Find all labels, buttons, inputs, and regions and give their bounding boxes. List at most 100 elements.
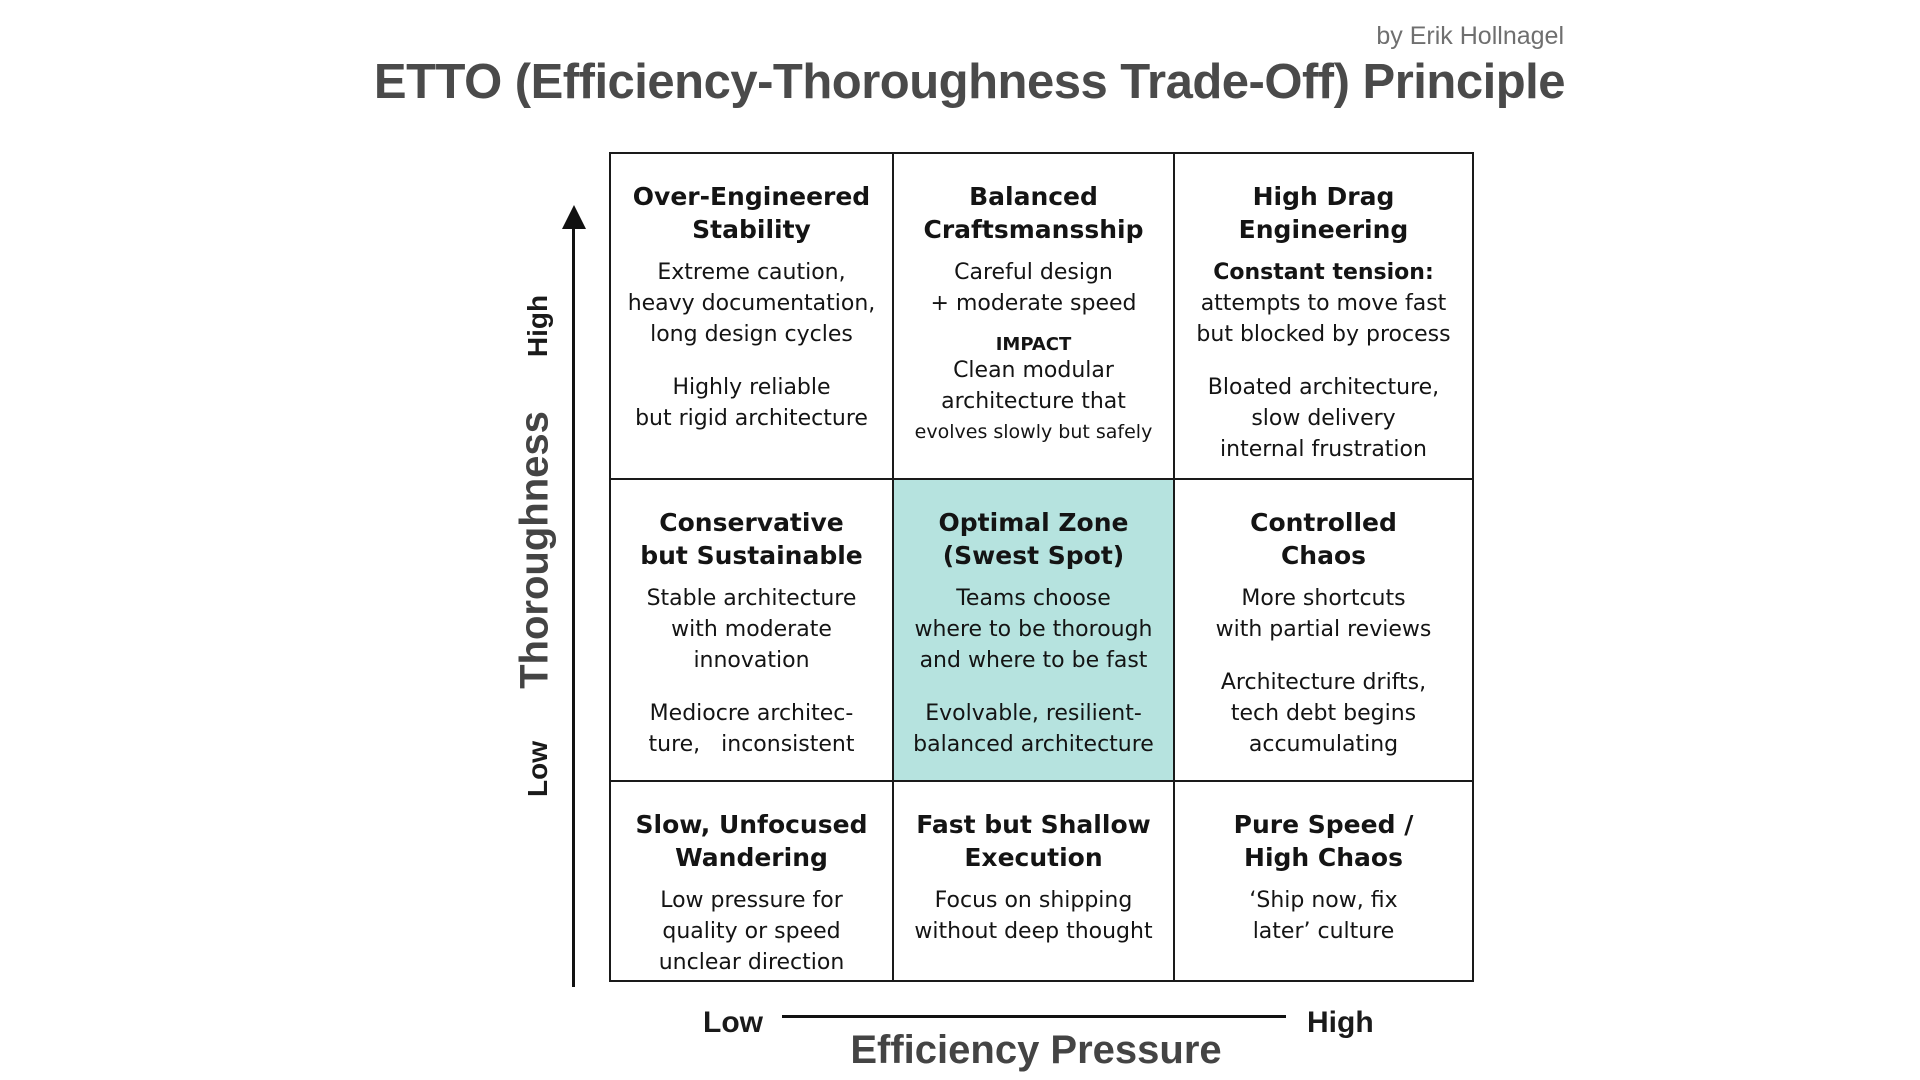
cell-title: Conservative but Sustainable <box>619 506 884 572</box>
y-axis-title: Thoroughness <box>512 411 557 689</box>
title-line: Conservative <box>659 508 844 537</box>
title-line: Optimal Zone <box>938 508 1129 537</box>
cell-title: Slow, Unfocused Wandering <box>619 808 884 874</box>
title-line: Stability <box>692 215 811 244</box>
cell-outcome: Evolvable, resilient- balanced architect… <box>902 698 1165 760</box>
cell-description: Careful design + moderate speed <box>902 257 1165 319</box>
outcome-line: Evolvable, resilient- <box>925 701 1142 726</box>
outcome-line: Highly reliable <box>672 375 831 400</box>
desc-line: later’ culture <box>1252 919 1395 944</box>
outcome-line: but rigid architecture <box>635 406 868 431</box>
cell-high-drag-engineering: High Drag Engineering Constant tension: … <box>1175 154 1472 480</box>
cell-outcome: Bloated architecture, slow delivery inte… <box>1183 372 1464 465</box>
outcome-line: Bloated architecture, <box>1207 375 1440 400</box>
impact-label: IMPACT <box>995 334 1072 355</box>
title-line: Craftsmansship <box>923 215 1144 244</box>
cell-fast-shallow-execution: Fast but Shallow Execution Focus on ship… <box>894 782 1175 980</box>
title-line: Wandering <box>675 843 828 872</box>
outcome-line: Mediocre architec- <box>649 701 854 726</box>
desc-line: unclear direction <box>658 950 845 975</box>
cell-title: High Drag Engineering <box>1183 180 1464 246</box>
cell-over-engineered-stability: Over-Engineered Stability Extreme cautio… <box>611 154 894 480</box>
cell-optimal-zone: Optimal Zone (Swest Spot) Teams choose w… <box>894 480 1175 782</box>
desc-line: with partial reviews <box>1215 617 1432 642</box>
desc-line: and where to be fast <box>919 648 1148 673</box>
title-line: High Drag <box>1252 182 1395 211</box>
title-line: Controlled <box>1250 508 1397 537</box>
outcome-line: Clean modular <box>953 358 1114 383</box>
etto-matrix: Over-Engineered Stability Extreme cautio… <box>609 152 1474 982</box>
cell-controlled-chaos: Controlled Chaos More shortcuts with par… <box>1175 480 1472 782</box>
outcome-line: evolves slowly but safely <box>914 421 1153 443</box>
cell-outcome: Mediocre architec- ture, inconsistent <box>619 698 884 760</box>
desc-line: Stable architecture <box>646 586 857 611</box>
title-line: (Swest Spot) <box>942 541 1125 570</box>
cell-description: Teams choose where to be thorough and wh… <box>902 583 1165 676</box>
desc-line: More shortcuts <box>1241 586 1406 611</box>
desc-line: quality or speed <box>662 919 841 944</box>
y-axis-line <box>572 212 575 987</box>
outcome-line: Architecture drifts, <box>1220 670 1427 695</box>
cell-pure-speed-high-chaos: Pure Speed / High Chaos ‘Ship now, fix l… <box>1175 782 1472 980</box>
outcome-line: accumulating <box>1248 732 1399 757</box>
cell-outcome: Highly reliable but rigid architecture <box>619 372 884 434</box>
author-credit: by Erik Hollnagel <box>1376 22 1564 50</box>
cell-description: Low pressure for quality or speed unclea… <box>619 885 884 978</box>
title-line: Execution <box>964 843 1103 872</box>
x-axis-title: Efficiency Pressure <box>850 1028 1222 1072</box>
desc-line: long design cycles <box>650 322 853 347</box>
outcome-line: architecture that <box>941 389 1126 414</box>
y-axis-low-label: Low <box>522 741 553 797</box>
cell-description: Constant tension: attempts to move fast … <box>1183 257 1464 350</box>
outcome-line: balanced architecture <box>913 732 1154 757</box>
x-axis-line <box>782 1015 1286 1018</box>
cell-balanced-craftsmanship: Balanced Craftsmansship Careful design +… <box>894 154 1175 480</box>
title-line: Chaos <box>1280 541 1367 570</box>
y-axis-high-label: High <box>522 294 553 358</box>
desc-line: but blocked by process <box>1196 322 1451 347</box>
cell-title: Optimal Zone (Swest Spot) <box>902 506 1165 572</box>
cell-title: Balanced Craftsmansship <box>902 180 1165 246</box>
title-line: Engineering <box>1238 215 1409 244</box>
desc-line: Extreme caution, <box>657 260 846 285</box>
title-line: Fast but Shallow <box>916 810 1151 839</box>
y-axis-arrow-icon <box>562 205 586 229</box>
desc-line: Teams choose <box>956 586 1111 611</box>
desc-line: heavy documentation, <box>627 291 876 316</box>
outcome-line: tech debt begins <box>1230 701 1417 726</box>
title-line: but Sustainable <box>640 541 863 570</box>
cell-title: Pure Speed / High Chaos <box>1183 808 1464 874</box>
cell-description: Focus on shipping without deep thought <box>902 885 1165 947</box>
desc-lead-line: Constant tension: <box>1213 260 1434 285</box>
outcome-line: internal frustration <box>1220 437 1427 462</box>
cell-description: Stable architecture with moderate innova… <box>619 583 884 676</box>
title-line: Balanced <box>969 182 1098 211</box>
desc-line: Careful design <box>954 260 1113 285</box>
desc-line: with moderate <box>671 617 832 642</box>
title-line: Over-Engineered <box>632 182 871 211</box>
title-line: High Chaos <box>1244 843 1403 872</box>
cell-conservative-sustainable: Conservative but Sustainable Stable arch… <box>611 480 894 782</box>
title-line: Slow, Unfocused <box>635 810 868 839</box>
cell-description: More shortcuts with partial reviews <box>1183 583 1464 645</box>
desc-line: where to be thorough <box>914 617 1153 642</box>
page-title: ETTO (Efficiency-Thoroughness Trade-Off)… <box>373 55 1566 109</box>
cell-title: Controlled Chaos <box>1183 506 1464 572</box>
cell-description: Extreme caution, heavy documentation, lo… <box>619 257 884 350</box>
cell-outcome: Architecture drifts, tech debt begins ac… <box>1183 667 1464 760</box>
desc-line: innovation <box>693 648 810 673</box>
cell-title: Fast but Shallow Execution <box>902 808 1165 874</box>
cell-description: ‘Ship now, fix later’ culture <box>1183 885 1464 947</box>
desc-line: without deep thought <box>914 919 1153 944</box>
x-axis-low-label: Low <box>703 1006 763 1039</box>
outcome-line: ture, inconsistent <box>648 732 855 757</box>
outcome-line: slow delivery <box>1251 406 1396 431</box>
x-axis-high-label: High <box>1307 1006 1374 1039</box>
cell-outcome: Clean modular architecture that evolves … <box>902 355 1165 448</box>
cell-slow-unfocused-wandering: Slow, Unfocused Wandering Low pressure f… <box>611 782 894 980</box>
desc-line: ‘Ship now, fix <box>1249 888 1398 913</box>
title-line: Pure Speed / <box>1233 810 1414 839</box>
desc-line: attempts to move fast <box>1200 291 1447 316</box>
desc-line: Low pressure for <box>660 888 843 913</box>
desc-line: + moderate speed <box>930 291 1137 316</box>
